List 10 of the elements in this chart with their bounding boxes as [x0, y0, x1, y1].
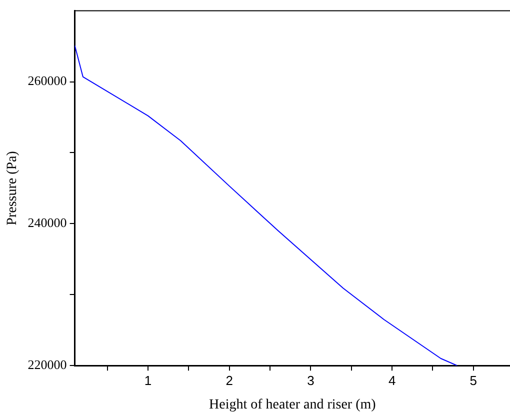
y-tick-label: 220000	[28, 357, 67, 372]
x-tick-label: 3	[307, 372, 314, 388]
y-tick-label: 240000	[28, 215, 67, 230]
x-axis-title: Height of heater and riser (m)	[209, 397, 376, 412]
x-tick-label: 1	[144, 372, 152, 388]
x-tick-label: 2	[226, 372, 233, 388]
x-tick-label: 5	[470, 372, 478, 388]
y-axis-title: Pressure (Pa)	[5, 150, 20, 226]
y-tick-label: 260000	[28, 73, 67, 88]
x-tick-label: 4	[388, 372, 396, 388]
